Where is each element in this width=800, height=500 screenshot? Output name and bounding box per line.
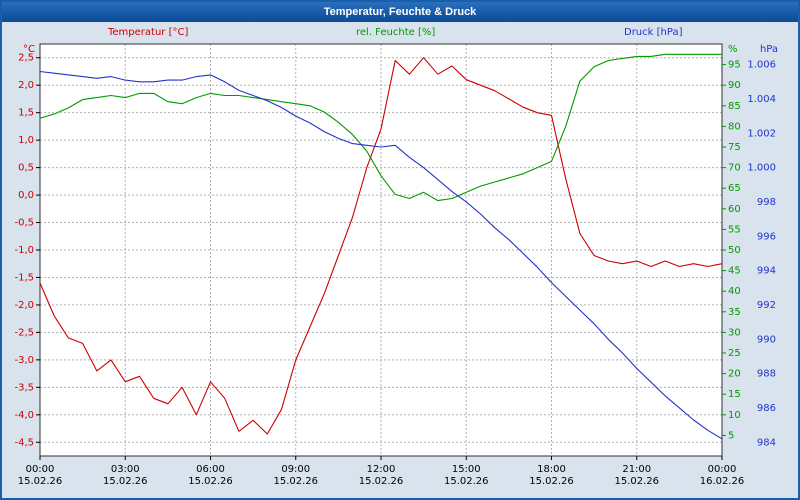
- titlebar[interactable]: Temperatur, Feuchte & Druck: [2, 2, 798, 22]
- chart-canvas: 2,5 2,0 1,5 1,0 0,5 0,0 -0,5 -1,0 -1,5 -2,0 -2,5 -3…: [14, 43, 778, 487]
- x-axis-date-label: 15.02.26: [529, 476, 574, 487]
- pressure-axis-tick-label: 988: [757, 369, 776, 380]
- pressure-axis-tick-label: 1.000: [747, 163, 776, 174]
- humidity-axis-tick-label: 70: [728, 163, 741, 174]
- pressure-axis-tick-label: 990: [757, 334, 776, 345]
- x-axis-time-label: 21:00: [622, 464, 651, 475]
- temperature-axis-tick-label: -2,5: [14, 327, 34, 338]
- temperature-axis-tick-label: -2,0: [14, 300, 34, 311]
- humidity-axis-tick-label: 90: [728, 80, 741, 91]
- humidity-axis-tick-label: 75: [728, 142, 741, 153]
- humidity-axis-unit-label: %: [728, 44, 738, 55]
- x-axis-date-label: 15.02.26: [188, 476, 233, 487]
- humidity-axis-tick-label: 50: [728, 245, 741, 256]
- humidity-axis-tick-label: 5: [728, 430, 734, 441]
- x-axis-time-label: 09:00: [281, 464, 310, 475]
- x-axis-time-label: 18:00: [537, 464, 566, 475]
- pressure-axis-tick-label: 986: [757, 403, 776, 414]
- pressure-axis-tick-label: 984: [757, 437, 776, 448]
- x-axis-time-label: 06:00: [196, 464, 225, 475]
- x-axis-time-label: 15:00: [452, 464, 481, 475]
- temperature-axis-tick-label: 2,0: [18, 80, 34, 91]
- x-axis-time-label: 00:00: [708, 464, 737, 475]
- temperature-axis-tick-label: -4,5: [14, 437, 34, 448]
- x-axis-date-label: 15.02.26: [18, 476, 63, 487]
- pressure-axis-tick-label: 992: [757, 300, 776, 311]
- series-line-pressure: [39, 70, 723, 440]
- pressure-axis-tick-label: 998: [757, 197, 776, 208]
- pressure-axis-tick-label: 1.006: [747, 60, 776, 71]
- temperature-axis-tick-label: 0,5: [18, 163, 34, 174]
- temperature-axis-unit-label: °C: [23, 44, 35, 55]
- window-title: Temperatur, Feuchte & Druck: [323, 6, 477, 18]
- temperature-axis-tick-label: -0,5: [14, 218, 34, 229]
- series-title-humidity: rel. Feuchte [%]: [356, 27, 436, 38]
- x-axis-date-label: 15.02.26: [444, 476, 489, 487]
- x-axis-time-label: 12:00: [367, 464, 396, 475]
- humidity-axis-tick-label: 55: [728, 224, 741, 235]
- pressure-axis-tick-label: 1.002: [747, 128, 776, 139]
- pressure-axis-tick-label: 1.004: [747, 94, 776, 105]
- humidity-axis-tick-label: 95: [728, 60, 741, 71]
- x-axis-date-label: 15.02.26: [103, 476, 148, 487]
- temperature-axis-tick-label: -3,0: [14, 355, 34, 366]
- humidity-axis-tick-label: 80: [728, 121, 741, 132]
- series-title-temperature: Temperatur [°C]: [108, 27, 189, 38]
- temperature-axis-tick-label: 1,0: [18, 135, 34, 146]
- pressure-axis-tick-label: 994: [757, 266, 776, 277]
- x-axis-date-label: 15.02.26: [273, 476, 318, 487]
- temperature-axis-tick-label: -4,0: [14, 410, 34, 421]
- humidity-axis-tick-label: 85: [728, 101, 741, 112]
- humidity-axis-tick-label: 30: [728, 327, 741, 338]
- x-axis-date-label: 15.02.26: [614, 476, 659, 487]
- humidity-axis-tick-label: 15: [728, 389, 741, 400]
- temperature-axis-tick-label: -1,0: [14, 245, 34, 256]
- humidity-axis-tick-label: 35: [728, 307, 741, 318]
- humidity-axis-tick-label: 25: [728, 348, 741, 359]
- pressure-axis-unit-label: hPa: [760, 44, 778, 55]
- series-line-temperature: [39, 57, 723, 435]
- x-axis-date-label: 16.02.26: [700, 476, 745, 487]
- temperature-axis-tick-label: -1,5: [14, 272, 34, 283]
- temperature-axis-tick-label: 2,5: [18, 53, 34, 64]
- humidity-axis-tick-label: 20: [728, 369, 741, 380]
- temperature-axis-tick-label: -3,5: [14, 382, 34, 393]
- series-title-pressure: Druck [hPa]: [624, 27, 683, 38]
- series-line-humidity: [39, 53, 722, 202]
- chart-area: Temperatur [°C] rel. Feuchte [%] Druck […: [2, 22, 798, 498]
- humidity-axis-tick-label: 65: [728, 183, 741, 194]
- pressure-axis-tick-label: 996: [757, 231, 776, 242]
- humidity-axis-tick-label: 60: [728, 204, 741, 215]
- x-axis-date-label: 15.02.26: [359, 476, 404, 487]
- temperature-axis-tick-label: 1,5: [18, 108, 34, 119]
- humidity-axis-tick-label: 45: [728, 266, 741, 277]
- humidity-axis-tick-label: 40: [728, 286, 741, 297]
- humidity-axis-tick-label: 10: [728, 410, 741, 421]
- x-axis-time-label: 03:00: [111, 464, 140, 475]
- temperature-axis-tick-label: 0,0: [18, 190, 34, 201]
- x-axis-time-label: 00:00: [26, 464, 55, 475]
